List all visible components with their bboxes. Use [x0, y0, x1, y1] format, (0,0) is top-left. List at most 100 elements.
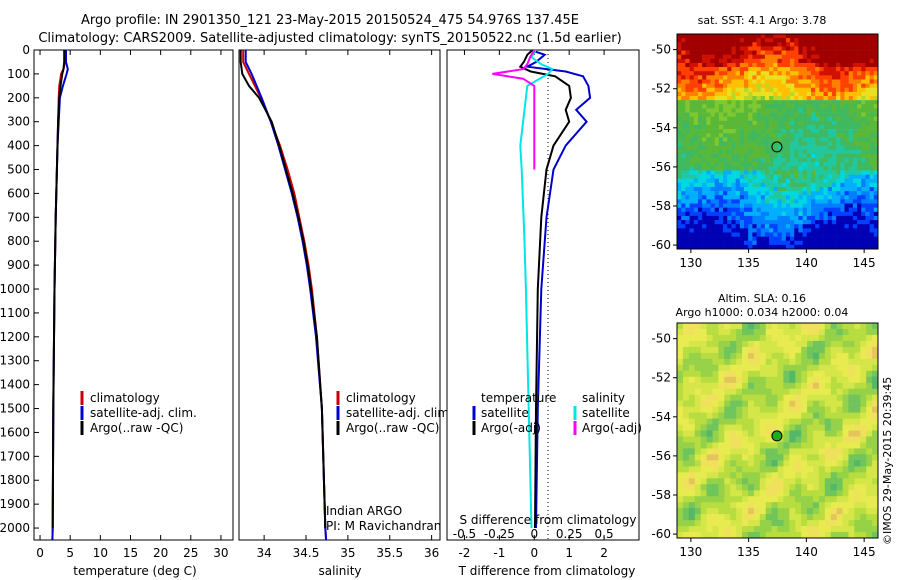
sst-cell — [689, 215, 695, 221]
sst-cell — [744, 71, 749, 76]
sst-cell — [857, 220, 862, 225]
sst-cell — [844, 244, 849, 250]
sst-cell — [840, 228, 845, 233]
sst-cell — [840, 91, 845, 97]
sst-cell — [852, 166, 858, 171]
sla-cell — [771, 388, 778, 395]
sla-cell — [706, 460, 713, 467]
sst-cell — [815, 83, 820, 89]
sst-cell — [831, 178, 837, 184]
sla-cell — [807, 334, 814, 342]
sst-cell — [773, 182, 778, 188]
sla-cell — [854, 328, 861, 336]
sst-cell — [852, 42, 858, 47]
sla-cell — [706, 478, 713, 485]
sst-cell — [857, 34, 862, 39]
sst-cell — [718, 220, 724, 225]
sst-cell — [806, 228, 812, 233]
difference-lines — [492, 50, 592, 529]
sst-cell — [697, 141, 703, 146]
sst-cell — [844, 153, 849, 159]
series-line-salinity-argo-adj- — [492, 50, 536, 170]
sst-cell — [744, 178, 749, 184]
sst-cell — [773, 186, 778, 192]
sla-cell — [759, 448, 766, 455]
sla-cell — [818, 514, 826, 521]
sst-cell — [836, 186, 841, 192]
sst-cell — [840, 133, 845, 138]
sst-cell — [794, 83, 799, 89]
sst-cell — [861, 232, 866, 237]
sla-cell — [730, 466, 737, 473]
sst-cell — [848, 54, 854, 60]
sst-cell — [718, 211, 724, 217]
sla-cell — [706, 382, 713, 389]
sla-cell — [765, 490, 772, 497]
sla-cell — [706, 442, 713, 449]
sst-cell — [848, 104, 854, 109]
sst-cell — [848, 129, 854, 134]
sla-cell — [860, 502, 867, 509]
sst-cell — [685, 112, 690, 117]
sst-cell — [819, 54, 824, 60]
sst-cell — [798, 71, 803, 76]
sst-cell — [865, 116, 870, 122]
sst-cell — [764, 137, 770, 142]
sst-cell — [760, 100, 766, 105]
sla-cell — [801, 334, 808, 342]
sst-cell — [718, 174, 724, 180]
sst-cell — [760, 38, 766, 43]
sst-cell — [752, 104, 757, 109]
sla-cell — [742, 460, 749, 467]
sst-cell — [873, 112, 879, 117]
sst-cell — [831, 67, 837, 72]
sla-cell — [795, 478, 802, 485]
sst-cell — [873, 34, 879, 39]
sst-cell — [764, 178, 770, 184]
sla-cell — [872, 334, 879, 342]
sla-cell — [777, 496, 784, 503]
sla-cell — [836, 508, 843, 515]
sst-cell — [693, 211, 699, 217]
sst-cell — [702, 87, 707, 93]
sst-cell — [840, 153, 845, 159]
sla-cell — [677, 442, 684, 449]
sst-cell — [764, 145, 770, 151]
sst-cell — [811, 67, 816, 72]
sst-cell — [714, 112, 720, 117]
sla-cell — [700, 436, 707, 443]
sst-cell — [852, 170, 858, 175]
sla-cell — [830, 454, 837, 461]
sst-cell — [706, 87, 711, 93]
sst-cell — [785, 100, 791, 105]
sst-cell — [714, 58, 720, 64]
sla-cell — [724, 502, 731, 509]
sla-cell — [783, 430, 790, 437]
sst-cell — [790, 116, 795, 122]
sst-cell — [752, 91, 757, 97]
sla-cell — [724, 526, 731, 533]
sla-cell — [682, 496, 690, 503]
sst-cell — [806, 46, 812, 51]
sst-cell — [815, 236, 820, 242]
sst-cell — [840, 186, 845, 192]
sla-cell — [807, 484, 814, 491]
sst-cell — [693, 244, 699, 250]
sst-cell — [748, 170, 753, 175]
sla-cell — [824, 502, 831, 509]
sst-cell — [718, 62, 724, 68]
sst-cell — [852, 174, 858, 180]
sst-cell — [697, 104, 703, 109]
sla-cell — [789, 412, 796, 419]
sst-cell — [727, 211, 732, 217]
sst-cell — [739, 174, 745, 180]
sla-cell — [812, 436, 820, 443]
sst-cell — [848, 100, 854, 105]
sla-cell — [824, 328, 831, 336]
sla-cell — [694, 466, 701, 473]
sst-cell — [819, 38, 824, 43]
sla-cell — [688, 532, 696, 539]
sla-cell — [795, 520, 802, 527]
sst-cell — [815, 186, 820, 192]
sla-cell — [718, 436, 725, 443]
